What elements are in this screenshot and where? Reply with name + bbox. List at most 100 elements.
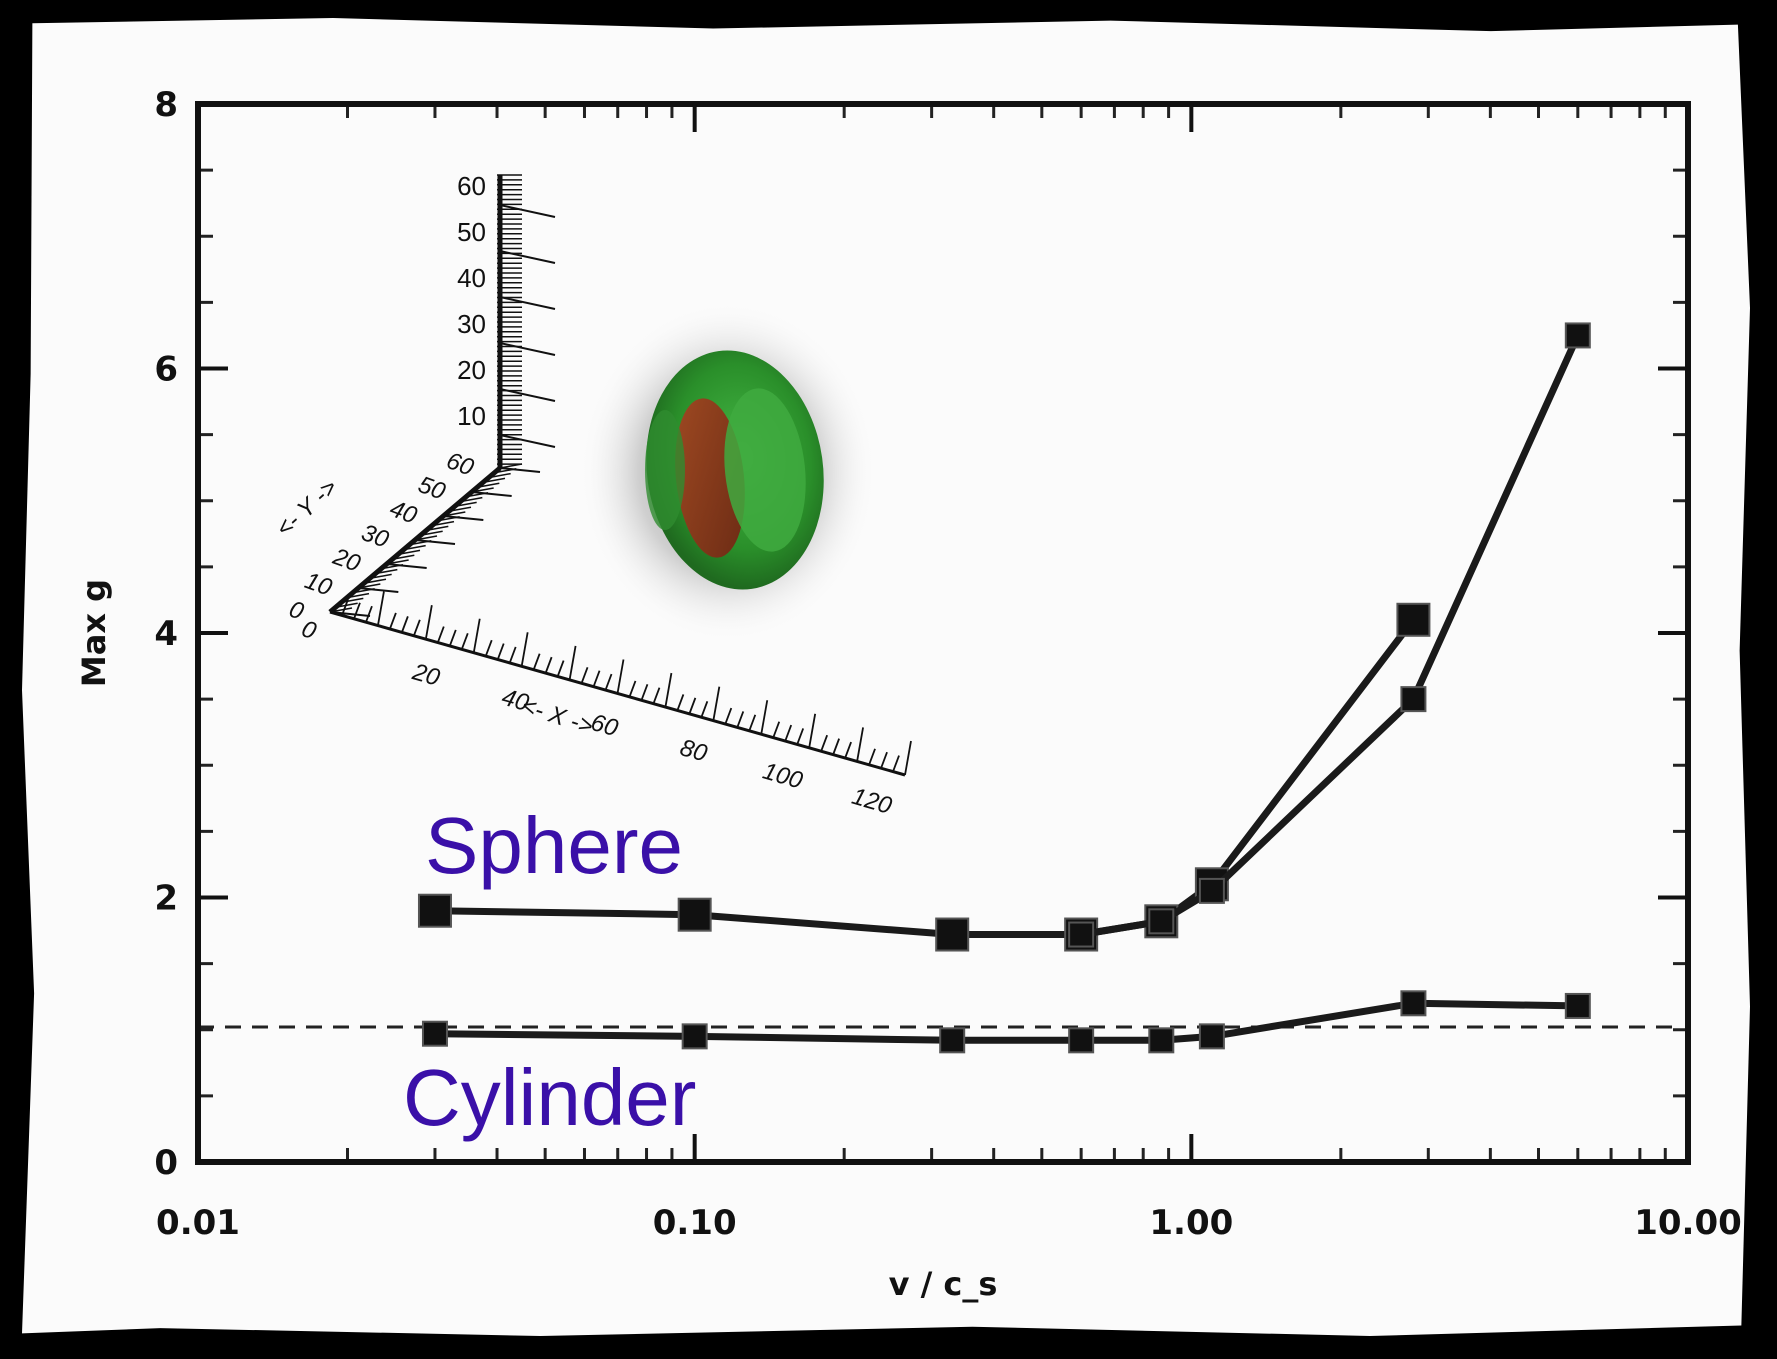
inset-axes <box>328 174 912 777</box>
inset-y-minor-tick <box>363 578 387 584</box>
inset-z-tick-label: 40 <box>457 263 486 293</box>
x-tick-label: 0.10 <box>653 1203 737 1243</box>
inset-x-tick <box>389 612 397 630</box>
y-tick-label: 0 <box>154 1143 178 1183</box>
inset-y-minor-tick <box>392 554 415 560</box>
inset-z-tick-label: 30 <box>457 309 486 339</box>
data-point <box>677 897 712 932</box>
inset-x-tick <box>377 591 385 626</box>
inset-x-tick <box>484 639 493 657</box>
data-point <box>1400 990 1427 1017</box>
inset-x-tick <box>353 602 361 620</box>
inset-y-minor-tick <box>471 487 494 493</box>
inset-x-tick <box>460 633 469 650</box>
data-point <box>1148 1027 1175 1054</box>
series-line <box>1080 333 1581 938</box>
inset-y-tick <box>414 539 456 545</box>
inset-x-tick <box>856 727 864 762</box>
inset-y-tick <box>358 587 399 593</box>
x-tick-label: 1.00 <box>1149 1203 1233 1243</box>
data-point <box>681 1023 708 1050</box>
data-point <box>1198 1023 1225 1050</box>
inset-x-tick <box>736 711 745 728</box>
inset-y-minor-tick <box>386 559 409 565</box>
inset-x-tick <box>604 673 613 691</box>
inset-y-tick-label: 30 <box>358 519 393 554</box>
inset-x-tick <box>424 605 433 640</box>
inset-x-tick <box>832 738 840 755</box>
inset-y-minor-tick <box>346 592 370 599</box>
inset-x-tick <box>640 683 649 701</box>
annotation-sphere: Sphere <box>425 801 683 890</box>
inset-z-tick-label: 10 <box>457 401 486 431</box>
inset-z-tick-label: 60 <box>457 171 486 201</box>
inset-z-tick <box>499 204 556 218</box>
y-tick-label: 8 <box>154 85 178 125</box>
inset-y-minor-tick <box>431 520 455 527</box>
inset-x-tick <box>700 700 709 718</box>
inset-y-tick <box>386 563 427 569</box>
inset-y-minor-tick <box>488 472 511 479</box>
inset-z-tick <box>499 296 556 310</box>
inset-x-tick <box>676 694 685 711</box>
inset-x-tick <box>436 626 445 643</box>
inset-x-tick-label: 80 <box>677 734 711 767</box>
inset-y-minor-tick <box>414 535 438 541</box>
inset-z-tick <box>499 388 556 402</box>
inset-y-axis-label: <- Y -> <box>271 474 343 543</box>
inset-x-tick <box>556 660 565 677</box>
inset-x-tick <box>712 686 721 721</box>
inset-y-minor-tick <box>369 573 392 580</box>
inset-x-tick <box>532 653 541 671</box>
data-point <box>1148 908 1175 935</box>
inset-x-tick <box>772 721 781 738</box>
inset-x-tick-label: 100 <box>760 758 807 795</box>
inset-x-tick <box>413 619 421 637</box>
inset-x-tick <box>796 728 805 745</box>
inset-y-minor-tick <box>341 597 364 604</box>
data-point <box>939 1027 966 1054</box>
inset-y-tick-label: 60 <box>443 447 478 482</box>
inset-y-minor-tick <box>477 482 500 488</box>
inset-y-minor-tick <box>499 463 523 469</box>
series-line <box>434 999 1578 1044</box>
data-point <box>417 893 452 928</box>
inset-origin-label: 0 <box>298 615 320 645</box>
inset-x-tick <box>688 697 697 715</box>
inset-z-tick <box>499 434 556 448</box>
y-tick-label: 4 <box>154 614 178 654</box>
inset-x-tick <box>580 666 589 684</box>
inset-x-tick <box>568 645 577 681</box>
inset-y-minor-tick <box>426 525 449 532</box>
inset-x-tick <box>868 748 876 766</box>
inset-x-tick <box>820 734 828 752</box>
data-point <box>1396 602 1431 637</box>
inset-x-tick <box>341 599 349 616</box>
y-axis-label: Max g <box>75 579 113 687</box>
inset-z-tick <box>499 342 556 356</box>
inset-z-tick-label: 50 <box>457 217 486 247</box>
inset-x-tick <box>808 713 817 748</box>
inset-y-minor-tick <box>403 544 426 551</box>
inset-x-tick <box>784 724 793 742</box>
inset-x-tick <box>844 741 852 759</box>
inset-x-tick <box>904 740 912 776</box>
inset-y-minor-tick <box>420 530 443 536</box>
inset-y-minor-tick <box>460 496 483 503</box>
inset-x-tick <box>508 646 517 664</box>
x-axis-label: v / c_s <box>889 1265 998 1303</box>
inset-x-tick <box>628 680 637 698</box>
inset-x-tick <box>724 707 733 725</box>
inset-y-tick <box>499 467 541 473</box>
inset-x-tick <box>365 605 373 623</box>
inset-y-tick-label: 20 <box>329 543 365 578</box>
inset-y-minor-tick <box>448 506 472 512</box>
annotation-cylinder: Cylinder <box>403 1053 696 1142</box>
data-point <box>1068 921 1095 948</box>
inset-y-minor-tick <box>482 477 506 484</box>
inset-x-tick <box>616 659 625 694</box>
inset-x-tick <box>401 616 409 633</box>
inset-y-minor-tick <box>375 568 398 575</box>
inset-y-tick-label: 10 <box>301 567 336 602</box>
